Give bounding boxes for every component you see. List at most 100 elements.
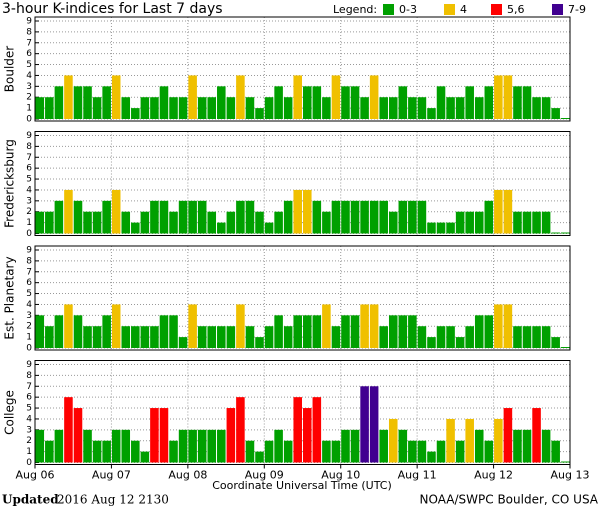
bar xyxy=(484,86,494,119)
legend-label: 7-9 xyxy=(568,3,586,16)
bar xyxy=(197,429,207,463)
bar xyxy=(64,304,73,348)
bar xyxy=(522,326,532,348)
x-tick-label: Aug 06 xyxy=(16,469,55,482)
bar xyxy=(522,211,532,234)
bar xyxy=(226,408,236,463)
bar xyxy=(45,326,54,348)
bar xyxy=(417,200,427,234)
bar xyxy=(150,200,159,234)
bar xyxy=(494,418,503,463)
bar xyxy=(169,97,178,119)
bar xyxy=(436,440,446,463)
bar xyxy=(532,326,541,348)
bar xyxy=(188,304,197,348)
panel-frame xyxy=(34,131,571,236)
bar xyxy=(503,304,513,348)
bar xyxy=(274,211,283,234)
legend-label: 0-3 xyxy=(399,3,417,16)
bar xyxy=(369,200,379,234)
bar xyxy=(551,440,560,463)
y-tick-label: 0 xyxy=(26,229,32,239)
bar xyxy=(255,108,264,119)
y-tick-label: 8 xyxy=(26,371,32,381)
bar xyxy=(283,200,293,234)
x-tick-label: Aug 12 xyxy=(474,469,513,482)
bar xyxy=(541,429,551,463)
bar xyxy=(73,408,83,463)
bar xyxy=(73,86,83,119)
y-tick-label: 8 xyxy=(26,142,32,152)
bar xyxy=(341,86,350,119)
bar xyxy=(226,97,236,119)
bar xyxy=(245,440,255,463)
y-tick-label: 5 xyxy=(26,60,32,70)
bar xyxy=(64,397,73,463)
bar xyxy=(312,200,322,234)
bar xyxy=(360,200,369,234)
bar xyxy=(446,326,455,348)
bar xyxy=(322,211,331,234)
bar xyxy=(541,326,551,348)
bar xyxy=(436,222,446,234)
legend-swatch xyxy=(491,4,502,15)
chart-title: 3-hour K-indices for Last 7 days xyxy=(2,1,223,17)
legend-title: Legend: xyxy=(333,3,377,16)
bar xyxy=(312,86,322,119)
bar xyxy=(532,211,541,234)
y-tick-label: 4 xyxy=(26,300,32,310)
bar xyxy=(503,408,513,463)
bar xyxy=(293,75,302,119)
bar xyxy=(54,315,64,348)
bar xyxy=(388,418,398,463)
y-tick-label: 6 xyxy=(26,49,32,59)
bar xyxy=(150,326,159,348)
bar xyxy=(446,418,455,463)
bar xyxy=(341,200,350,234)
bar xyxy=(360,304,369,348)
panel-frame xyxy=(34,16,571,122)
bar xyxy=(121,211,131,234)
bar xyxy=(427,222,436,234)
panel-label: College xyxy=(3,390,17,435)
bar xyxy=(207,211,217,234)
bar xyxy=(255,451,264,463)
bar xyxy=(264,222,274,234)
bar xyxy=(494,189,503,234)
bar xyxy=(560,232,570,234)
y-tick-label: 3 xyxy=(26,82,32,92)
panel-frame xyxy=(34,360,571,465)
bar xyxy=(551,337,560,348)
bar xyxy=(245,326,255,348)
bar xyxy=(560,118,570,119)
bar xyxy=(293,315,302,348)
bar xyxy=(236,304,245,348)
bar xyxy=(83,211,92,234)
bar xyxy=(360,386,369,463)
bar xyxy=(264,326,274,348)
bar xyxy=(541,97,551,119)
y-tick-label: 5 xyxy=(26,175,32,185)
bar xyxy=(513,86,522,119)
bar xyxy=(379,429,388,463)
y-tick-label: 7 xyxy=(26,153,32,163)
y-tick-label: 0 xyxy=(26,344,32,354)
bar xyxy=(54,200,64,234)
x-tick-label: Aug 13 xyxy=(551,469,590,482)
bar xyxy=(245,97,255,119)
y-tick-label: 1 xyxy=(26,104,32,114)
bar xyxy=(474,429,484,463)
bar xyxy=(35,211,45,234)
bar xyxy=(369,75,379,119)
bar xyxy=(35,429,45,463)
bar xyxy=(131,108,140,119)
x-tick-label: Aug 07 xyxy=(92,469,131,482)
panel-label: Est. Planetary xyxy=(3,256,17,339)
bar xyxy=(236,200,245,234)
bar xyxy=(169,440,178,463)
bar xyxy=(188,200,197,234)
panel-frame xyxy=(34,245,571,351)
x-tick-label: Aug 08 xyxy=(168,469,207,482)
bar xyxy=(331,75,341,119)
bar xyxy=(35,97,45,119)
